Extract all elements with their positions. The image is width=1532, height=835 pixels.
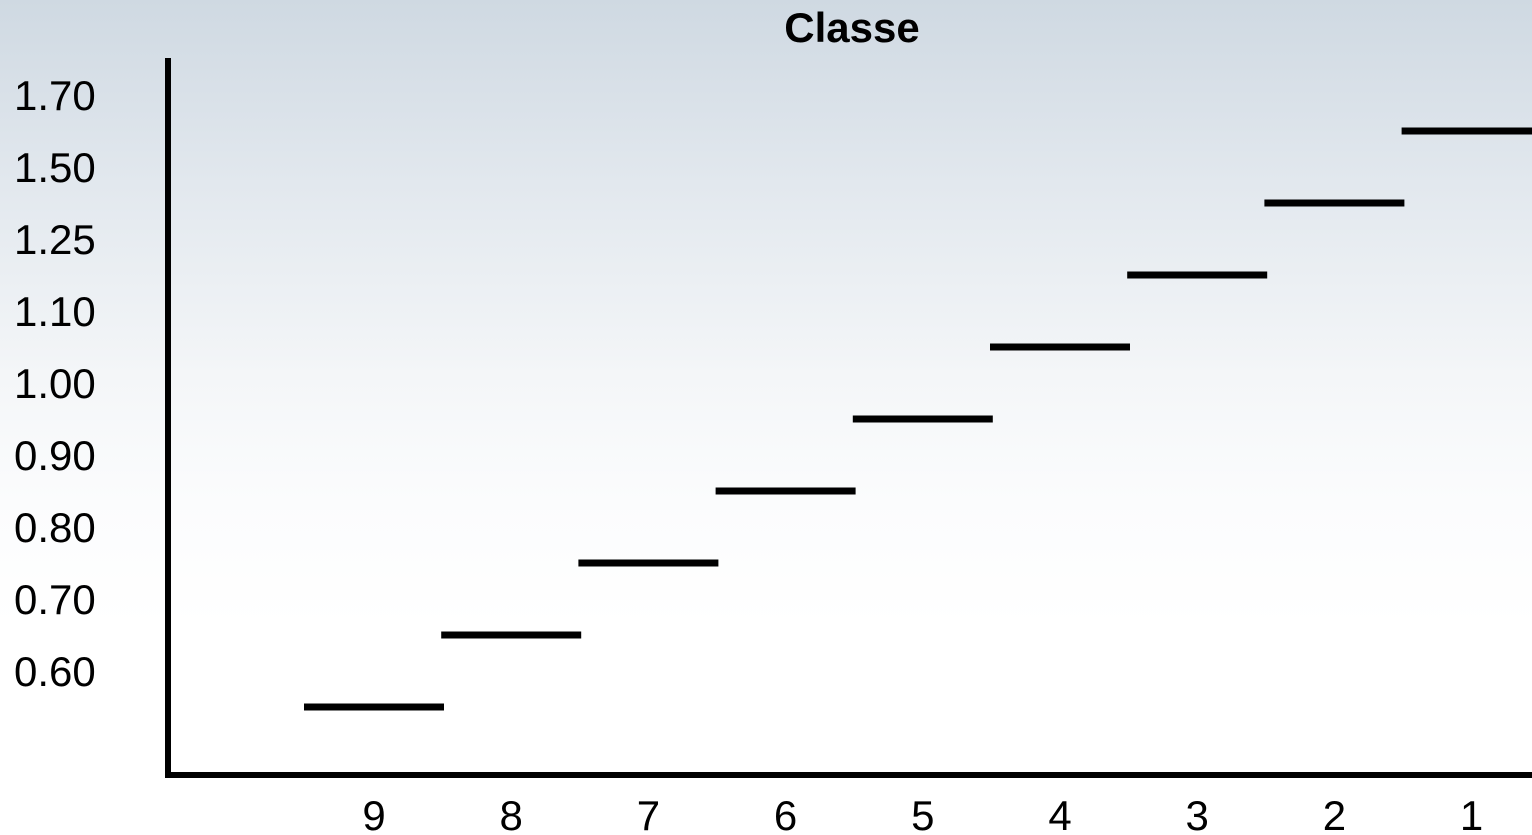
- x-tick-label: 5: [911, 792, 934, 835]
- y-tick-label: 1.00: [14, 360, 96, 407]
- x-tick-label: 2: [1323, 792, 1346, 835]
- y-tick-label: 0.80: [14, 504, 96, 551]
- y-tick-label: 0.60: [14, 648, 96, 695]
- x-tick-label: 3: [1186, 792, 1209, 835]
- chart-title: Classe: [784, 4, 919, 51]
- y-tick-label: 1.50: [14, 144, 96, 191]
- y-tick-label: 1.70: [14, 72, 96, 119]
- y-tick-label: 0.90: [14, 432, 96, 479]
- x-tick-label: 4: [1048, 792, 1071, 835]
- x-tick-labels: 9 8 7 6 5 4 3 2 1: [362, 792, 1483, 835]
- step-marks: [304, 127, 1532, 711]
- x-tick-label: 7: [637, 792, 660, 835]
- y-tick-label: 1.25: [14, 216, 96, 263]
- x-tick-label: 6: [774, 792, 797, 835]
- x-tick-label: 8: [500, 792, 523, 835]
- y-tick-labels: 0.60 0.70 0.80 0.90 1.00 1.10 1.25 1.50 1.70: [14, 72, 96, 695]
- x-tick-label: 1: [1460, 792, 1483, 835]
- y-tick-label: 1.10: [14, 288, 96, 335]
- y-tick-label: 0.70: [14, 576, 96, 623]
- x-tick-label: 9: [362, 792, 385, 835]
